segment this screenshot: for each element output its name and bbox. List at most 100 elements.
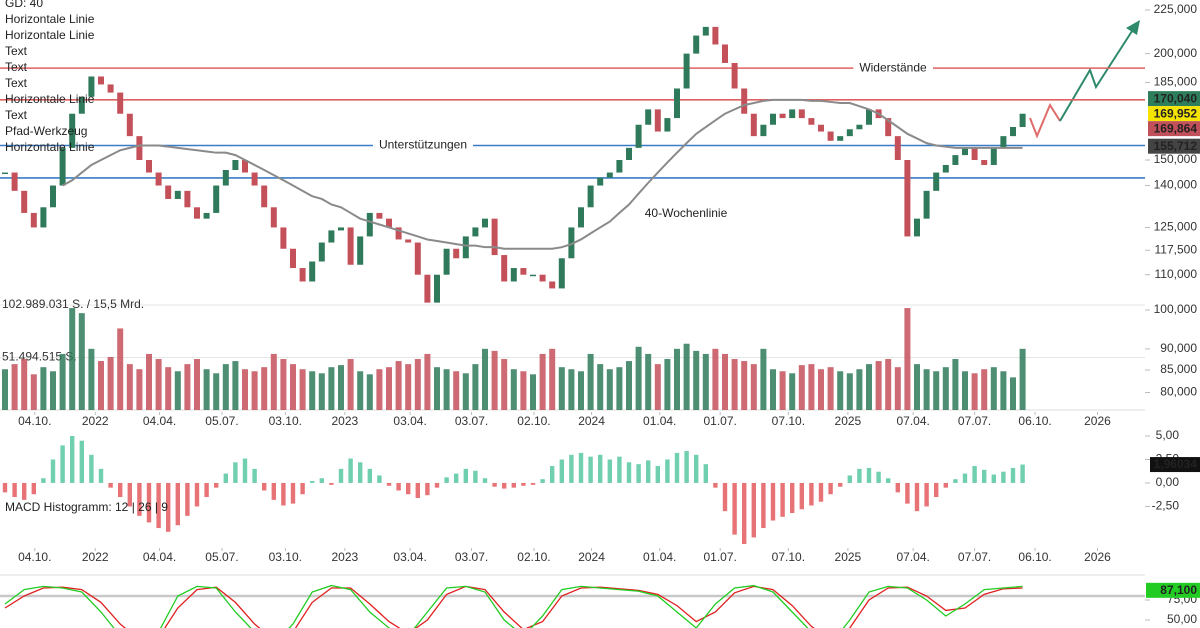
x-tick-label: 04.04. [143, 414, 176, 428]
macd-bar [262, 482, 267, 491]
macd-bar [146, 482, 152, 523]
candle [616, 160, 623, 173]
x-tick-label: 05.07. [205, 550, 238, 564]
volume-bar [290, 364, 296, 410]
macd-bar [1010, 467, 1016, 483]
volume-bar [798, 365, 805, 410]
x-tick-label: 07.10. [772, 550, 805, 564]
candle [818, 124, 824, 132]
volume-bar [789, 373, 796, 410]
candle [482, 218, 488, 228]
volume-bar [510, 369, 517, 410]
macd-bar [674, 452, 680, 483]
candle [318, 242, 325, 262]
volume-bar [606, 369, 613, 410]
x-tick-label: 2023 [331, 550, 358, 564]
candle [626, 147, 632, 161]
volume-bar [126, 364, 133, 410]
volume-bar [299, 369, 306, 410]
y-tick-label: 80,000 [1160, 385, 1197, 399]
volume-bar [424, 353, 431, 410]
macd-bar [358, 462, 363, 483]
candle [491, 218, 498, 256]
macd-bar [1020, 464, 1025, 483]
volume-bar [722, 353, 728, 410]
y-tick-label: 200,000 [1154, 46, 1198, 60]
volume-bar [30, 374, 37, 410]
macd-bar [962, 473, 968, 483]
macd-bar [646, 460, 651, 483]
volume-bar [875, 361, 882, 410]
macd-bar [233, 462, 238, 483]
candle [155, 172, 162, 186]
macd-bar [684, 451, 689, 483]
x-tick-label: 2022 [82, 414, 109, 428]
candle [894, 136, 901, 161]
candle [261, 185, 268, 208]
volume-bar [78, 313, 85, 410]
candle [2, 172, 8, 175]
candle [472, 227, 479, 237]
candle [414, 242, 421, 275]
volume-tick-label: 102.989.031 S. / 15,5 Mrd. [2, 297, 144, 311]
volume-bar [107, 356, 114, 410]
macd-bar [473, 470, 478, 483]
price-tag-label: 170,040 [1154, 91, 1198, 105]
candle [203, 212, 210, 219]
macd-bar [991, 474, 996, 483]
volume-bar [971, 373, 978, 410]
macd-bar [22, 482, 27, 500]
macd-bar [79, 440, 84, 483]
candle [664, 118, 671, 132]
candle [366, 212, 373, 237]
stochastic-tick-label: 50,00 [1167, 612, 1197, 626]
macd-bar [415, 482, 420, 498]
candle [654, 109, 661, 132]
volume-bar [683, 343, 690, 410]
volume-bar [309, 371, 316, 410]
macd-bar [156, 482, 161, 529]
x-tick-label: 2025 [835, 414, 862, 428]
macd-bar [934, 482, 939, 498]
candle [213, 185, 220, 213]
macd-bar [607, 459, 612, 483]
annotation-background [853, 60, 934, 75]
candle [962, 147, 968, 156]
x-tick-label: 2025 [835, 550, 862, 564]
macd-bar [281, 482, 286, 506]
volume-bar [376, 369, 383, 410]
y-tick-label: 85,000 [1160, 362, 1197, 376]
macd-bar [905, 482, 910, 504]
legend-item: Text [5, 60, 28, 74]
line-annotation: Unterstützungen [379, 138, 467, 152]
macd-bar [12, 482, 17, 498]
volume-bar [318, 373, 325, 410]
macd-bar [444, 477, 449, 483]
x-tick-label: 03.10. [269, 550, 302, 564]
legend-item: Horizontale Linie [5, 140, 95, 154]
candle [280, 227, 287, 249]
volume-bar [674, 348, 680, 410]
macd-bar [204, 482, 209, 498]
candle [770, 113, 776, 125]
macd-bar [98, 468, 104, 483]
candle [146, 160, 152, 173]
volume-bar [40, 367, 47, 410]
volume-bar [520, 371, 527, 410]
volume-bar [11, 364, 18, 410]
macd-bar [108, 482, 113, 488]
candle [942, 164, 949, 173]
candle [98, 76, 104, 85]
candle [539, 274, 546, 282]
legend-item: Text [5, 76, 28, 90]
macd-bar [166, 482, 171, 532]
macd-bar [751, 482, 756, 538]
volume-bar [472, 364, 479, 410]
volume-bar [338, 365, 344, 410]
volume-bar [434, 367, 440, 410]
volume-bar [702, 353, 709, 410]
macd-bar [761, 482, 766, 529]
stochastic-line [4, 584, 1023, 628]
